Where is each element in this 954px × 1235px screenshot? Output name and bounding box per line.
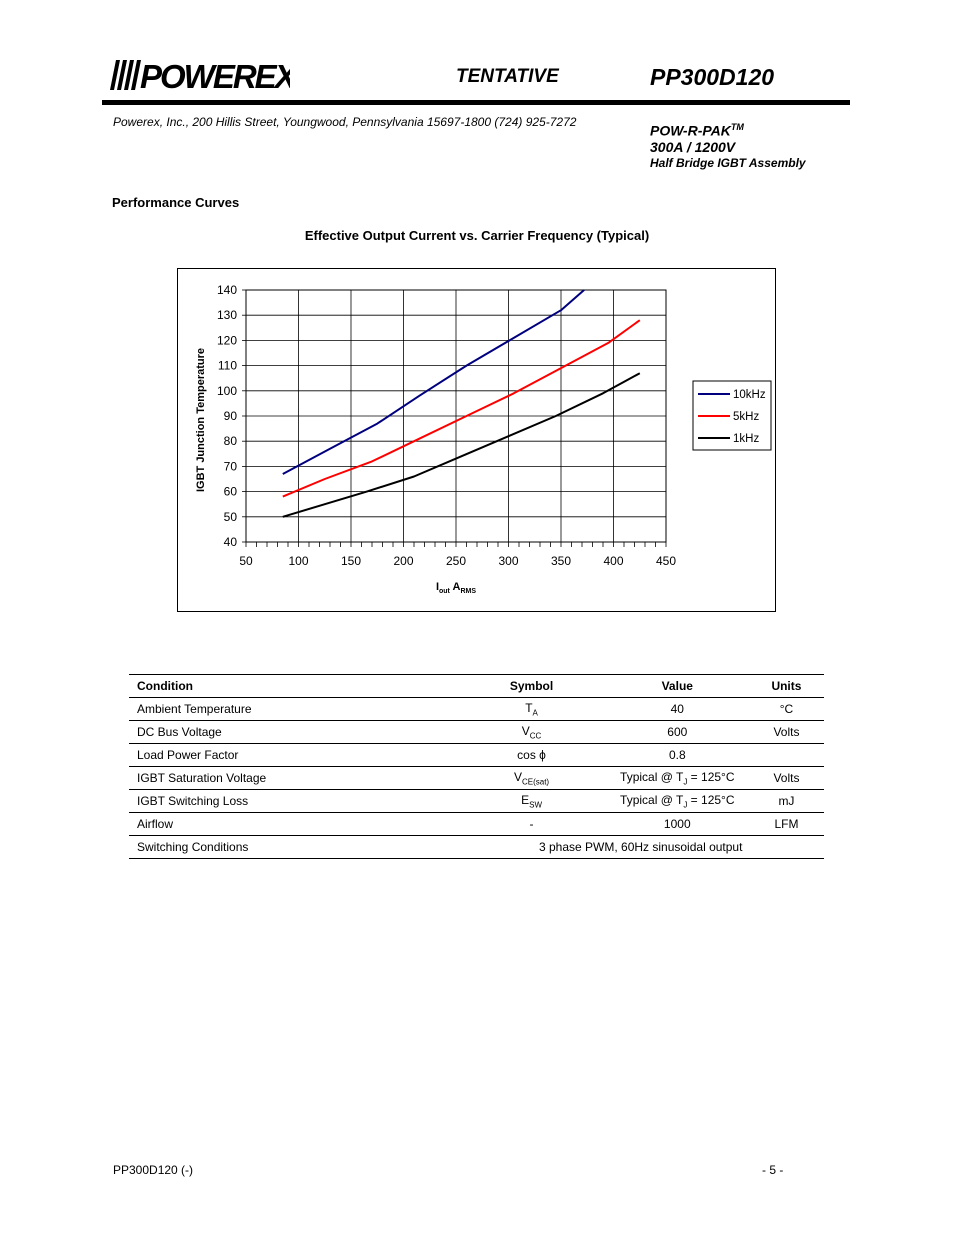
cell-units: °C (748, 697, 824, 721)
x-tick-label: 150 (341, 554, 361, 568)
x-tick-label: 250 (446, 554, 466, 568)
x-axis-label-mid: A (450, 581, 461, 593)
chart-title: Effective Output Current vs. Carrier Fre… (304, 228, 650, 243)
powerex-logo: POWEREX (110, 58, 301, 95)
cell-units: Volts (748, 766, 824, 790)
y-tick-label: 70 (224, 459, 238, 473)
cell-value: Typical @ TJ = 125°C (605, 789, 749, 813)
y-tick-label: 80 (224, 434, 238, 448)
cell-symbol: TA (457, 697, 606, 721)
cell-units: Volts (748, 720, 824, 744)
cell-condition: Ambient Temperature (129, 697, 458, 721)
x-tick-label: 350 (551, 554, 571, 568)
cell-value: 40 (605, 697, 749, 721)
cell-symbol: ESW (457, 789, 606, 813)
section-title: Performance Curves (112, 195, 240, 210)
cell-symbol: - (457, 812, 606, 836)
table-row: IGBT Saturation Voltage VCE(sat) Typical… (129, 766, 824, 790)
table-header-row: Condition Symbol Value Units (129, 674, 824, 698)
y-tick-label: 130 (217, 308, 237, 322)
cell-units: mJ (748, 789, 824, 813)
x-tick-label: 300 (498, 554, 518, 568)
y-tick-label: 50 (224, 510, 238, 524)
cell-value: 600 (605, 720, 749, 744)
svg-text:POWEREX: POWEREX (140, 58, 290, 92)
x-axis-label-sub2: RMS (460, 588, 476, 595)
product-name: POW-R-PAK (650, 122, 731, 139)
x-axis-label-main: I (436, 581, 439, 593)
chart-ticks (242, 289, 667, 547)
cell-condition: Load Power Factor (129, 743, 458, 767)
status-label: TENTATIVE (456, 66, 559, 87)
legend-label-5kHz: 5kHz (733, 411, 759, 423)
cell-value: Typical @ TJ = 125°C (605, 766, 749, 790)
series-line-1kHz (282, 372, 641, 518)
chart-series (282, 289, 641, 518)
chart-grid (245, 289, 667, 543)
header-value: Value (605, 674, 749, 698)
chart-legend: 10kHz 5kHz 1kHz (692, 380, 772, 451)
trademark: TM (730, 122, 744, 132)
table-row: Ambient Temperature TA 40 °C (129, 697, 824, 721)
table-row: IGBT Switching Loss ESW Typical @ TJ = 1… (129, 789, 824, 813)
cell-value: 0.8 (605, 743, 749, 767)
cell-condition: DC Bus Voltage (129, 720, 458, 744)
x-tick-label: 50 (239, 554, 253, 568)
part-number: PP300D120 (650, 64, 775, 90)
y-tick-label: 40 (224, 535, 238, 549)
x-tick-label: 100 (288, 554, 308, 568)
header-rule (102, 100, 850, 105)
product-rating: 300A / 1200V (650, 139, 736, 156)
header-symbol: Symbol (457, 674, 606, 698)
footer-part-number: PP300D120 (-) (113, 1163, 194, 1177)
conditions-table: Condition Symbol Value Units Ambient Tem… (129, 674, 824, 859)
cell-symbol: cos ϕ (457, 743, 606, 767)
x-axis-label-sub1: out (439, 588, 451, 595)
cell-value: 3 phase PWM, 60Hz sinusoidal output (457, 835, 824, 859)
series-line-5kHz (282, 319, 641, 498)
cell-condition: IGBT Saturation Voltage (129, 766, 458, 790)
series-line-10kHz (282, 289, 585, 475)
legend-label-10kHz: 10kHz (733, 389, 766, 401)
y-tick-label: 120 (217, 333, 237, 347)
product-block: POW-R-PAKTM 300A / 1200V Half Bridge IGB… (650, 122, 806, 171)
table-row: DC Bus Voltage VCC 600 Volts (129, 720, 824, 744)
chart-frame (177, 268, 776, 612)
cell-symbol: VCC (457, 720, 606, 744)
table-row: Load Power Factor cos ϕ 0.8 (129, 743, 824, 767)
legend-label-1kHz: 1kHz (733, 433, 759, 445)
header-condition: Condition (129, 674, 458, 698)
x-tick-label: 200 (393, 554, 413, 568)
page-number: - 5 - (762, 1163, 784, 1177)
y-axis-label: IGBT Junction Temperature (195, 348, 207, 492)
cell-units (748, 743, 824, 767)
product-description: Half Bridge IGBT Assembly (650, 156, 806, 171)
x-tick-label: 450 (656, 554, 676, 568)
y-tick-label: 110 (218, 359, 237, 373)
cell-condition: IGBT Switching Loss (129, 789, 458, 813)
y-tick-label: 60 (224, 485, 238, 499)
company-address: Powerex, Inc., 200 Hillis Street, Youngw… (113, 115, 577, 129)
cell-condition: Airflow (129, 812, 458, 836)
header-units: Units (748, 674, 824, 698)
cell-condition: Switching Conditions (129, 835, 458, 859)
y-tick-label: 100 (217, 384, 237, 398)
y-tick-label: 140 (217, 283, 237, 297)
table-row: Switching Conditions 3 phase PWM, 60Hz s… (129, 835, 824, 859)
x-tick-label: 400 (603, 554, 623, 568)
cell-symbol: VCE(sat) (457, 766, 606, 790)
x-axis-label: Iout ARMS (436, 581, 476, 595)
y-tick-label: 90 (224, 409, 238, 423)
cell-units: LFM (748, 812, 824, 836)
cell-value: 1000 (605, 812, 749, 836)
table-row: Airflow - 1000 LFM (129, 812, 824, 836)
